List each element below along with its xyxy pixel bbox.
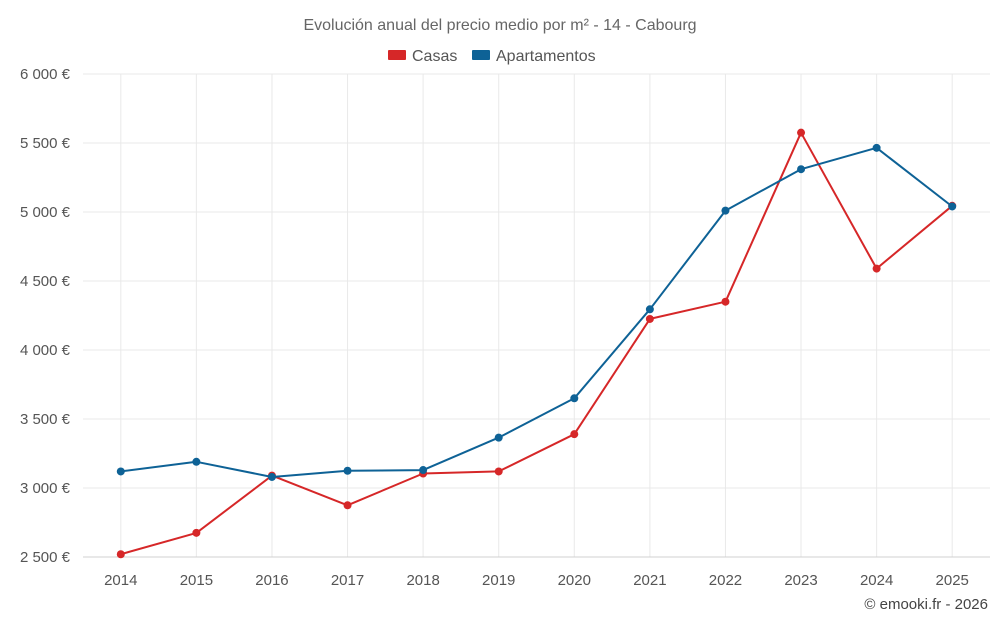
legend-item-apartamentos[interactable]: Apartamentos — [472, 48, 596, 65]
x-tick-label: 2025 — [936, 572, 969, 589]
data-point-apartamentos — [192, 457, 201, 466]
legend-swatch-apartamentos — [472, 50, 490, 60]
data-point-apartamentos — [797, 165, 806, 174]
data-point-casas — [116, 550, 125, 559]
data-point-casas — [645, 314, 654, 323]
x-tick-label: 2022 — [709, 572, 742, 589]
x-tick-label: 2015 — [180, 572, 213, 589]
legend-label-casas: Casas — [412, 48, 457, 65]
y-tick-label: 3 000 € — [20, 480, 71, 497]
data-point-casas — [721, 297, 730, 306]
x-tick-label: 2014 — [104, 572, 137, 589]
y-tick-label: 4 500 € — [20, 273, 71, 290]
x-tick-label: 2017 — [331, 572, 364, 589]
x-tick-label: 2018 — [406, 572, 439, 589]
series-line-casas — [120, 131, 953, 556]
y-tick-label: 3 500 € — [20, 411, 71, 428]
x-tick-label: 2019 — [482, 572, 515, 589]
y-tick-label: 5 500 € — [20, 135, 71, 152]
data-point-apartamentos — [494, 433, 503, 442]
legend-item-casas[interactable]: Casas — [388, 48, 457, 65]
axes: 2 500 € 3 000 € 3 500 € 4 000 € 4 500 € 5 000… — [20, 66, 990, 589]
x-tick-label: 2016 — [255, 572, 288, 589]
y-tick-label: 4 000 € — [20, 342, 71, 359]
data-point-apartamentos — [116, 467, 125, 476]
x-tick-label: 2020 — [558, 572, 591, 589]
data-point-apartamentos — [645, 305, 654, 314]
legend: Casas Apartamentos — [388, 48, 596, 65]
x-tick-label: 2021 — [633, 572, 666, 589]
data-point-apartamentos — [267, 472, 276, 481]
x-tick-label: 2024 — [860, 572, 893, 589]
data-point-apartamentos — [343, 466, 352, 475]
data-point-apartamentos — [948, 202, 957, 211]
legend-swatch-casas — [388, 50, 406, 60]
credit-text: © emooki.fr - 2026 — [864, 596, 988, 613]
series-line-apartamentos — [120, 146, 953, 478]
series — [116, 128, 957, 559]
data-point-apartamentos — [570, 394, 579, 403]
grid — [83, 73, 990, 558]
data-point-apartamentos — [721, 206, 730, 215]
data-point-casas — [570, 430, 579, 439]
y-tick-label: 5 000 € — [20, 204, 71, 221]
data-point-casas — [343, 501, 352, 510]
legend-label-apartamentos: Apartamentos — [496, 48, 596, 65]
data-point-apartamentos — [872, 143, 881, 152]
data-point-apartamentos — [419, 466, 428, 475]
y-tick-label: 6 000 € — [20, 66, 71, 83]
data-point-casas — [192, 528, 201, 537]
data-point-casas — [872, 264, 881, 273]
x-tick-label: 2023 — [784, 572, 817, 589]
y-tick-label: 2 500 € — [20, 549, 71, 566]
chart-title: Evolución anual del precio medio por m² … — [303, 17, 696, 34]
data-point-casas — [797, 128, 806, 137]
data-point-casas — [494, 467, 503, 476]
